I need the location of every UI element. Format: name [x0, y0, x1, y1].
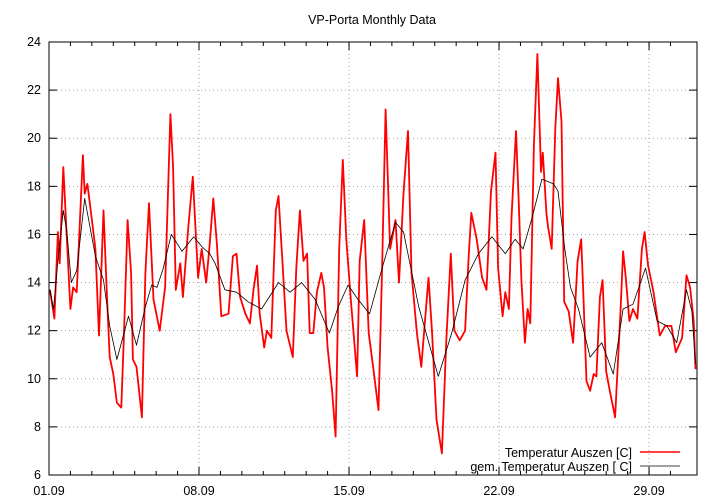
legend: Temperatur Auszen [C] gem. Temperatur Au… — [470, 446, 680, 474]
axis-ticks: 6 8 10 12 14 16 18 20 22 24 01.09 08.09 15.09 22.09 29… — [27, 35, 697, 498]
x-tick-label: 22.09 — [483, 484, 514, 498]
y-tick-label: 12 — [27, 324, 41, 338]
x-tick-label: 15.09 — [333, 484, 364, 498]
legend-label-temperature: Temperatur Auszen [C] — [505, 446, 632, 460]
y-tick-label: 22 — [27, 83, 41, 97]
y-tick-label: 24 — [27, 35, 41, 49]
grid — [49, 42, 697, 475]
y-tick-label: 18 — [27, 179, 41, 193]
y-tick-label: 8 — [34, 420, 41, 434]
series-group — [49, 53, 697, 455]
series-line-temperature — [49, 53, 697, 455]
y-tick-label: 16 — [27, 227, 41, 241]
y-tick-label: 6 — [34, 468, 41, 482]
x-tick-label: 08.09 — [183, 484, 214, 498]
y-tick-label: 20 — [27, 131, 41, 145]
x-tick-label: 01.09 — [33, 484, 64, 498]
x-tick-label: 29.09 — [633, 484, 664, 498]
chart-title: VP-Porta Monthly Data — [308, 13, 436, 27]
y-tick-label: 14 — [27, 276, 41, 290]
series-line-avg-temperature — [49, 178, 696, 377]
legend-label-avg-temperature: gem. Temperatur Auszen [ C] — [470, 460, 632, 474]
plot-frame — [48, 41, 698, 476]
y-tick-label: 10 — [27, 372, 41, 386]
